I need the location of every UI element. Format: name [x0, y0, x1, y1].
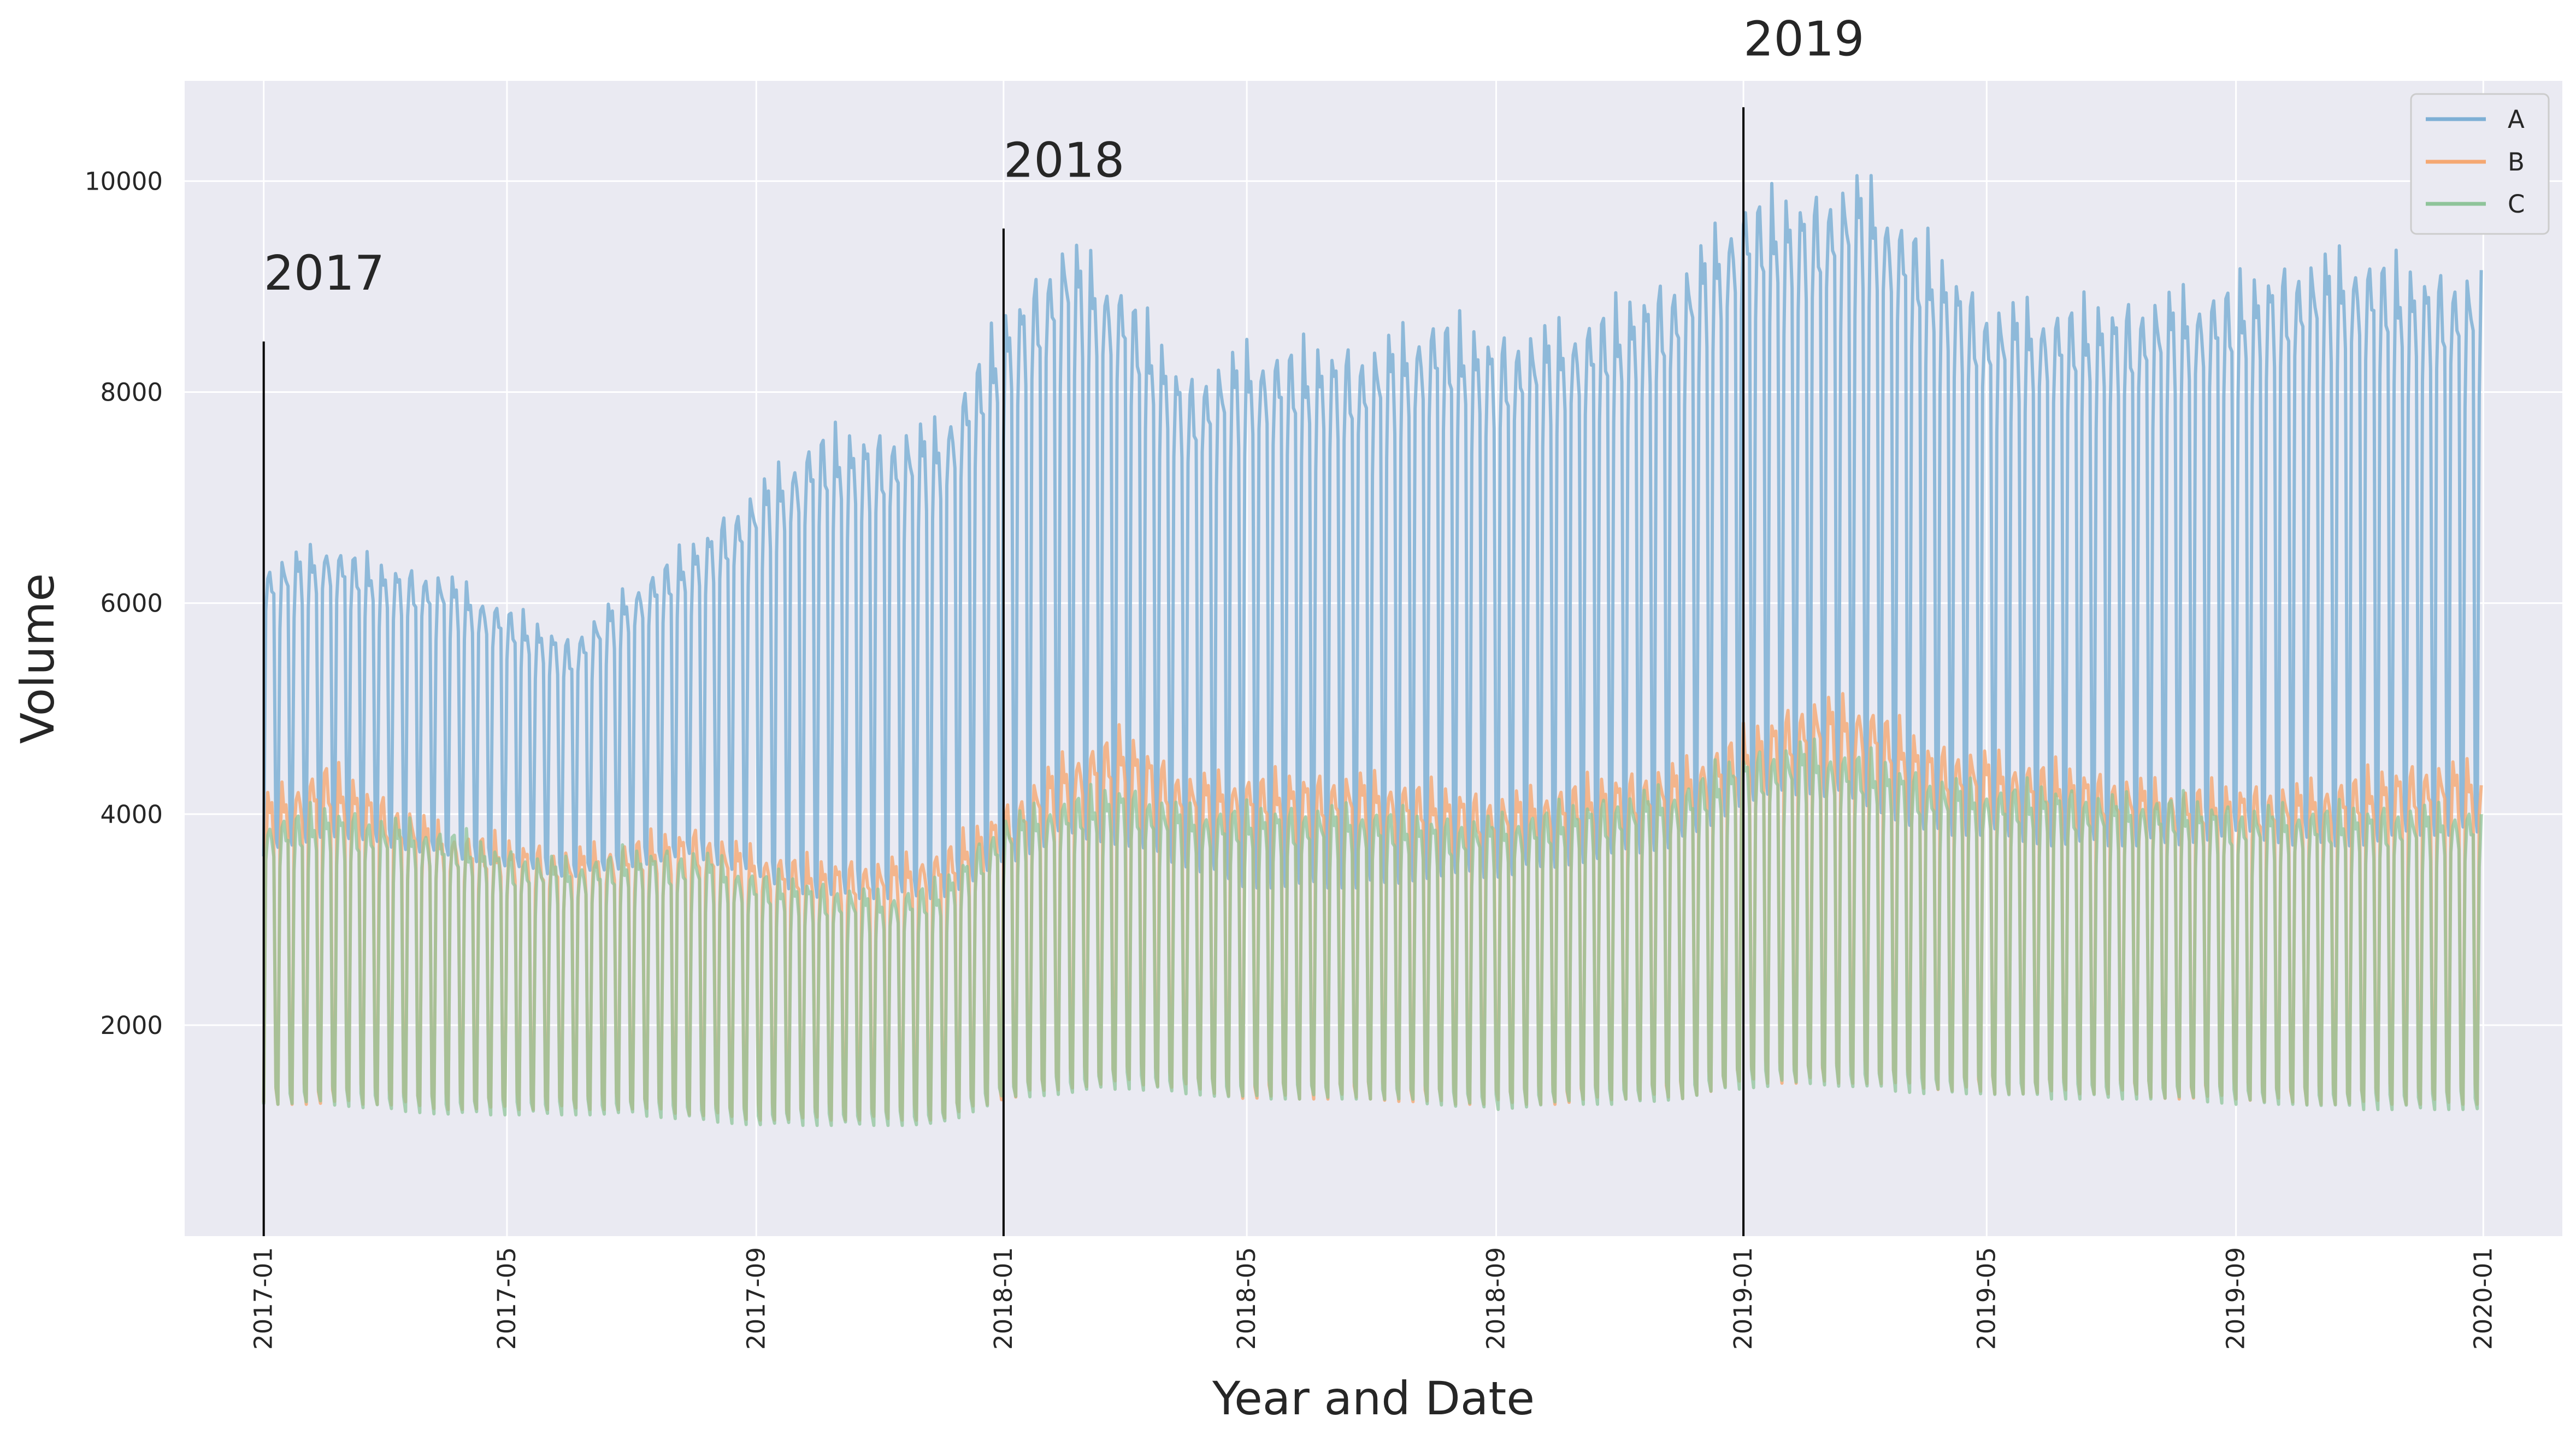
y-tick-label: 8000 [100, 378, 163, 407]
x-tick-label: 2017-09 [741, 1247, 770, 1350]
year-markers [262, 107, 1745, 1236]
x-tick-labels: 2017-01 2017-05 2017-09 2018-01 2018-05 2018-… [249, 1247, 2498, 1350]
x-tick-label: 2019-09 [2221, 1247, 2250, 1350]
year-annotation-label: 2019 [1743, 11, 1864, 67]
series-lines [262, 174, 2483, 1127]
legend: A B C [2410, 93, 2550, 235]
legend-label-c: C [2508, 190, 2525, 219]
y-tick-label: 10000 [85, 167, 163, 196]
legend-label-b: B [2508, 148, 2525, 177]
legend-label-a: A [2508, 105, 2525, 134]
x-tick-label: 2018-01 [989, 1247, 1018, 1350]
x-axis-title: Year and Date [1212, 1372, 1535, 1425]
x-tick-label: 2017-05 [492, 1247, 521, 1350]
year-annotation-label: 2017 [264, 245, 385, 301]
year-annotation-label: 2018 [1004, 132, 1124, 188]
y-axis-title: Volume [11, 573, 64, 744]
y-tick-labels: 2000 4000 6000 8000 10000 [85, 167, 163, 1039]
year-annotations: 2017 2018 2019 [264, 11, 1865, 301]
x-tick-label: 2019-01 [1729, 1247, 1758, 1350]
y-tick-label: 2000 [100, 1011, 163, 1040]
y-tick-label: 4000 [100, 800, 163, 829]
x-tick-label: 2017-01 [249, 1247, 278, 1350]
x-tick-label: 2019-05 [1972, 1247, 2001, 1350]
legend-box [2410, 93, 2550, 235]
x-tick-label: 2018-05 [1232, 1247, 1261, 1350]
series-line-c [262, 737, 2483, 1127]
x-tick-label: 2018-09 [1481, 1247, 1510, 1350]
x-tick-label: 2020-01 [2468, 1247, 2497, 1350]
series-line-a [262, 174, 2483, 901]
y-tick-label: 6000 [100, 589, 163, 618]
